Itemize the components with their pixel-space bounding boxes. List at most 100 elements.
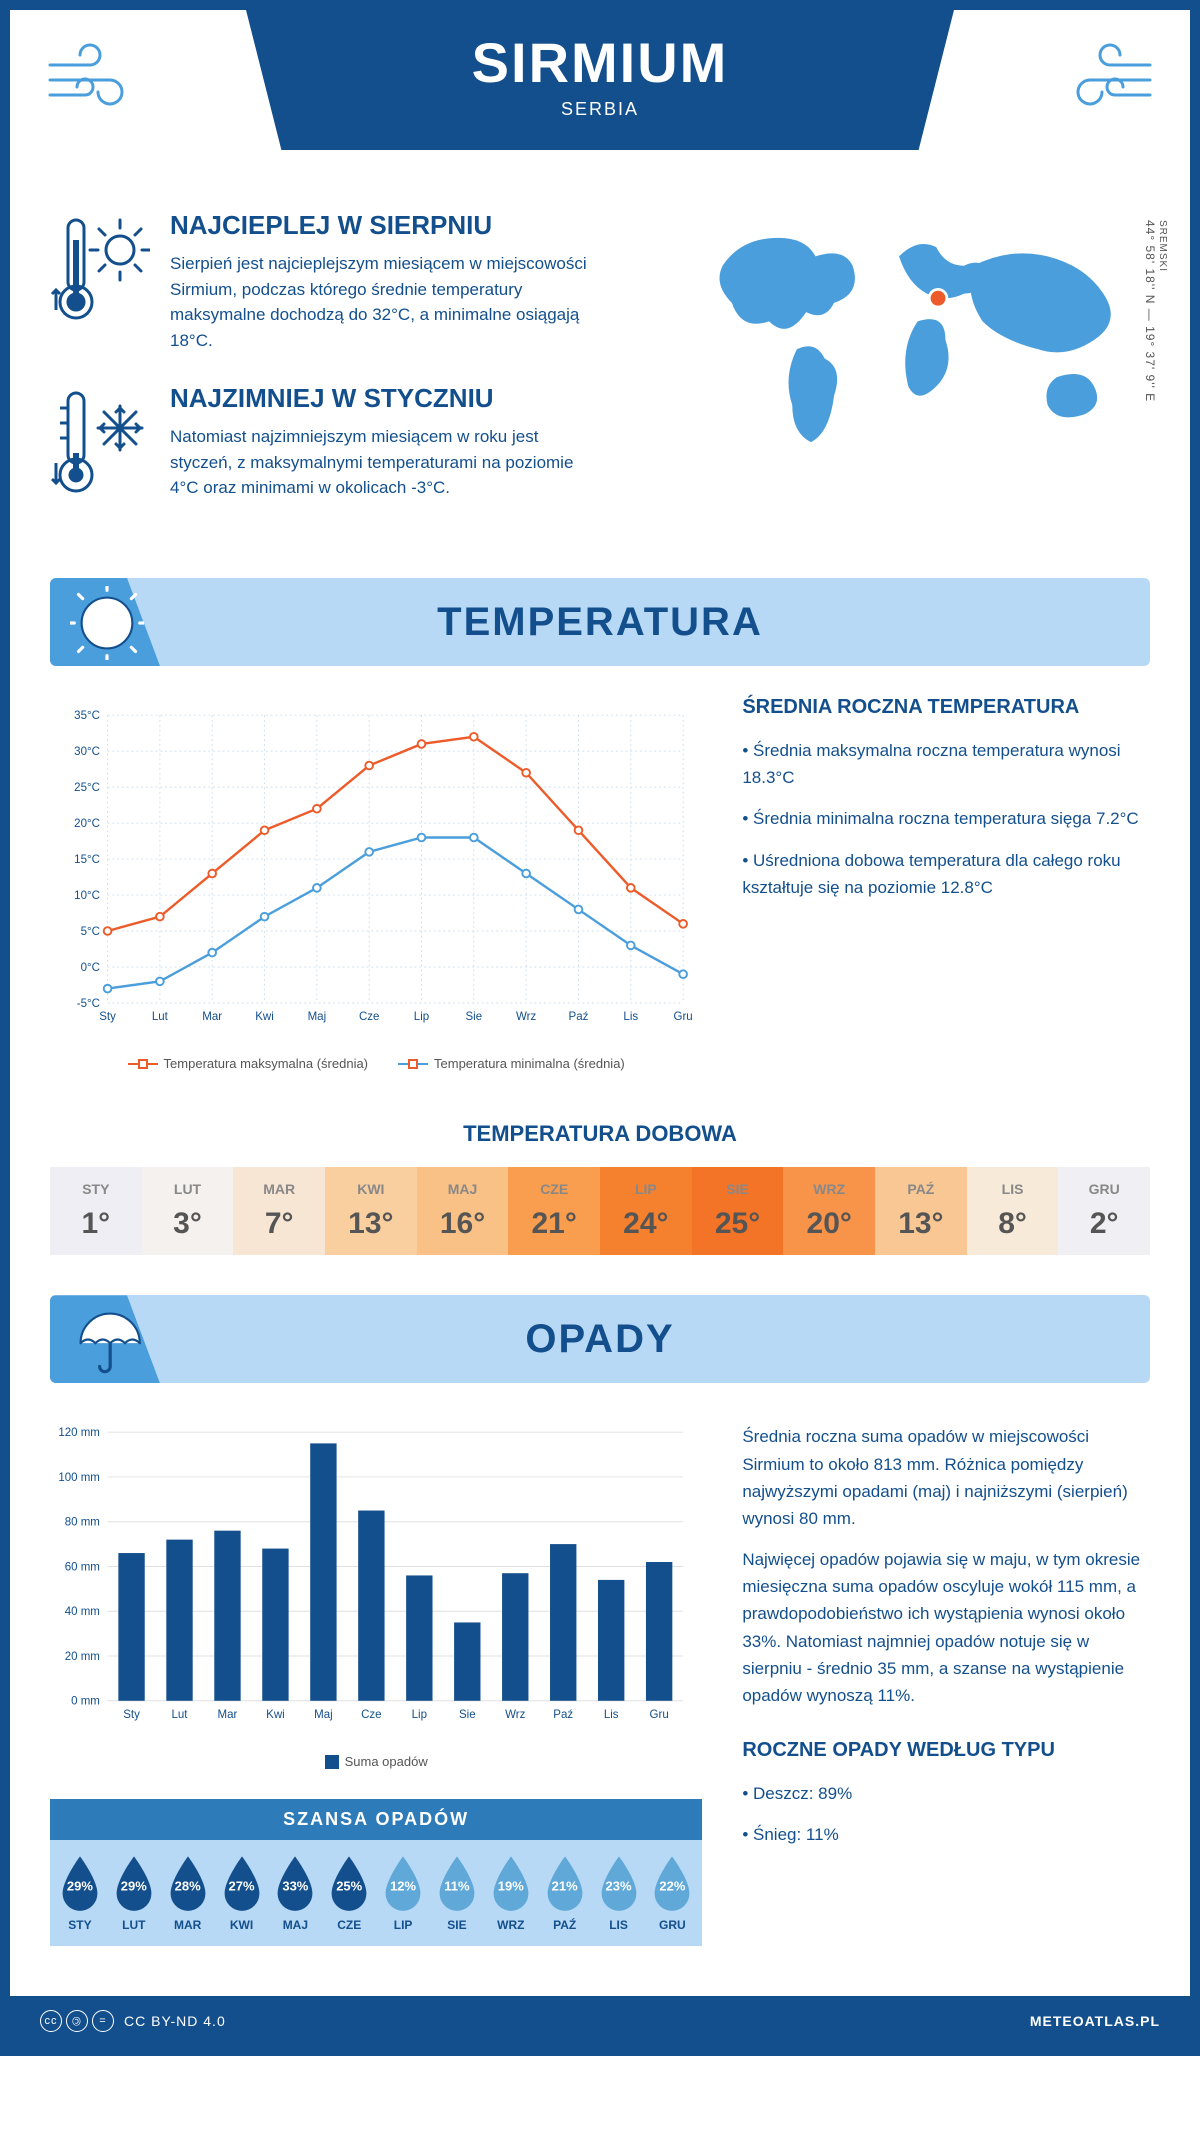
chance-title: SZANSA OPADÓW xyxy=(50,1799,702,1840)
temp-cell: SIE25° xyxy=(692,1167,784,1255)
sun-icon xyxy=(70,586,144,665)
svg-text:Wrz: Wrz xyxy=(505,1709,525,1721)
svg-text:Mar: Mar xyxy=(202,1011,222,1023)
chance-cell: 22%GRU xyxy=(646,1854,698,1932)
precip-type-title: ROCZNE OPADY WEDŁUG TYPU xyxy=(742,1739,1150,1762)
svg-text:30°C: 30°C xyxy=(74,746,100,758)
chance-cell: 25%CZE xyxy=(323,1854,375,1932)
city-title: SIRMIUM xyxy=(246,30,954,95)
svg-text:Lip: Lip xyxy=(412,1709,427,1721)
svg-text:0°C: 0°C xyxy=(81,962,100,974)
intro-section: NAJCIEPLEJ W SIERPNIU Sierpień jest najc… xyxy=(10,190,1190,558)
license-text: CC BY-ND 4.0 xyxy=(124,2013,226,2029)
precip-para1: Średnia roczna suma opadów w miejscowośc… xyxy=(742,1423,1150,1532)
svg-text:10°C: 10°C xyxy=(74,890,100,902)
footer: cc🄯= CC BY-ND 4.0 METEOATLAS.PL xyxy=(10,1996,1190,2046)
svg-text:Kwi: Kwi xyxy=(266,1709,285,1721)
precip-type-bullets: Deszcz: 89%Śnieg: 11% xyxy=(742,1780,1150,1848)
header: SIRMIUM SERBIA xyxy=(10,10,1190,190)
temp-cell: KWI13° xyxy=(325,1167,417,1255)
fact-cold: NAJZIMNIEJ W STYCZNIU Natomiast najzimni… xyxy=(50,383,655,508)
fact-cold-text: Natomiast najzimniejszym miesiącem w rok… xyxy=(170,424,590,501)
chance-cell: 33%MAJ xyxy=(269,1854,321,1932)
svg-text:Lis: Lis xyxy=(623,1011,638,1023)
svg-text:35°C: 35°C xyxy=(74,710,100,722)
svg-text:Cze: Cze xyxy=(361,1709,381,1721)
chance-cell: 29%STY xyxy=(54,1854,106,1932)
infographic-frame: SIRMIUM SERBIA xyxy=(0,0,1200,2056)
precipitation-bar-chart: 0 mm 20 mm 40 mm 60 mm 80 mm 100 mm 120 mm Sty L… xyxy=(50,1413,702,1769)
coordinates: SREMSKI 44° 58' 18'' N — 19° 37' 9'' E xyxy=(1143,220,1168,402)
svg-text:Paź: Paź xyxy=(569,1011,589,1023)
temp-cell: GRU2° xyxy=(1058,1167,1150,1255)
wind-icon-left xyxy=(40,40,150,125)
svg-text:Paź: Paź xyxy=(553,1709,573,1721)
chance-row: 29%STY29%LUT28%MAR27%KWI33%MAJ25%CZE12%L… xyxy=(50,1840,702,1946)
fact-hot: NAJCIEPLEJ W SIERPNIU Sierpień jest najc… xyxy=(50,210,655,353)
section-title-temperatura: TEMPERATURA xyxy=(50,578,1150,666)
svg-text:15°C: 15°C xyxy=(74,854,100,866)
chance-cell: 27%KWI xyxy=(216,1854,268,1932)
umbrella-icon xyxy=(70,1303,144,1382)
temp-cell: LIP24° xyxy=(600,1167,692,1255)
svg-text:25°C: 25°C xyxy=(74,782,100,794)
svg-text:20°C: 20°C xyxy=(74,818,100,830)
svg-text:Sie: Sie xyxy=(459,1709,476,1721)
svg-text:Kwi: Kwi xyxy=(255,1011,274,1023)
fact-cold-title: NAJZIMNIEJ W STYCZNIU xyxy=(170,383,590,414)
svg-text:Maj: Maj xyxy=(314,1709,333,1721)
avg-temp-bullets: Średnia maksymalna roczna temperatura wy… xyxy=(742,737,1150,901)
svg-text:Gru: Gru xyxy=(650,1709,669,1721)
temp-cell: PAŹ13° xyxy=(875,1167,967,1255)
temp-cell: MAJ16° xyxy=(417,1167,509,1255)
temperature-line-chart: -5°C 0°C 5°C 10°C 15°C 20°C 25°C 30°C 35°C Sty Lut… xyxy=(50,696,702,1071)
temp-cell: WRZ20° xyxy=(783,1167,875,1255)
daily-temp-title: TEMPERATURA DOBOWA xyxy=(10,1121,1190,1147)
daily-temp-table: STY1°LUT3°MAR7°KWI13°MAJ16°CZE21°LIP24°S… xyxy=(50,1167,1150,1255)
svg-text:80 mm: 80 mm xyxy=(65,1517,100,1529)
fact-hot-text: Sierpień jest najcieplejszym miesiącem w… xyxy=(170,251,590,353)
svg-text:100 mm: 100 mm xyxy=(58,1472,100,1484)
chance-cell: 23%LIS xyxy=(593,1854,645,1932)
svg-text:Sie: Sie xyxy=(466,1011,483,1023)
temp-cell: LUT3° xyxy=(142,1167,234,1255)
world-map: SREMSKI 44° 58' 18'' N — 19° 37' 9'' E xyxy=(685,210,1150,538)
svg-text:Lip: Lip xyxy=(414,1011,429,1023)
thermometer-sun-icon xyxy=(50,210,150,353)
svg-text:-5°C: -5°C xyxy=(77,998,100,1010)
svg-text:Lut: Lut xyxy=(172,1709,189,1721)
svg-text:40 mm: 40 mm xyxy=(65,1606,100,1618)
cc-icons: cc🄯= xyxy=(40,2010,114,2032)
svg-text:5°C: 5°C xyxy=(81,926,100,938)
precip-para2: Najwięcej opadów pojawia się w maju, w t… xyxy=(742,1546,1150,1709)
svg-text:Lut: Lut xyxy=(152,1011,169,1023)
section-banner-temperatura: TEMPERATURA xyxy=(50,578,1150,666)
svg-text:60 mm: 60 mm xyxy=(65,1562,100,1574)
svg-text:Gru: Gru xyxy=(674,1011,693,1023)
chance-cell: 19%WRZ xyxy=(485,1854,537,1932)
section-title-opady: OPADY xyxy=(50,1295,1150,1383)
svg-text:Sty: Sty xyxy=(123,1709,140,1721)
svg-text:20 mm: 20 mm xyxy=(65,1651,100,1663)
temp-cell: STY1° xyxy=(50,1167,142,1255)
wind-icon-right xyxy=(1050,40,1160,125)
svg-text:Cze: Cze xyxy=(359,1011,379,1023)
chance-cell: 29%LUT xyxy=(108,1854,160,1932)
temp-cell: LIS8° xyxy=(967,1167,1059,1255)
svg-text:Sty: Sty xyxy=(99,1011,116,1023)
svg-text:Lis: Lis xyxy=(604,1709,619,1721)
svg-text:0 mm: 0 mm xyxy=(71,1696,100,1708)
avg-temp-title: ŚREDNIA ROCZNA TEMPERATURA xyxy=(742,696,1150,719)
fact-hot-title: NAJCIEPLEJ W SIERPNIU xyxy=(170,210,590,241)
temp-cell: MAR7° xyxy=(233,1167,325,1255)
section-banner-opady: OPADY xyxy=(50,1295,1150,1383)
svg-text:Maj: Maj xyxy=(308,1011,327,1023)
svg-text:120 mm: 120 mm xyxy=(58,1427,100,1439)
temp-cell: CZE21° xyxy=(508,1167,600,1255)
thermometer-snow-icon xyxy=(50,383,150,508)
title-banner: SIRMIUM SERBIA xyxy=(246,10,954,150)
chance-cell: 11%SIE xyxy=(431,1854,483,1932)
svg-text:Mar: Mar xyxy=(218,1709,238,1721)
chance-cell: 28%MAR xyxy=(162,1854,214,1932)
svg-text:Wrz: Wrz xyxy=(516,1011,536,1023)
